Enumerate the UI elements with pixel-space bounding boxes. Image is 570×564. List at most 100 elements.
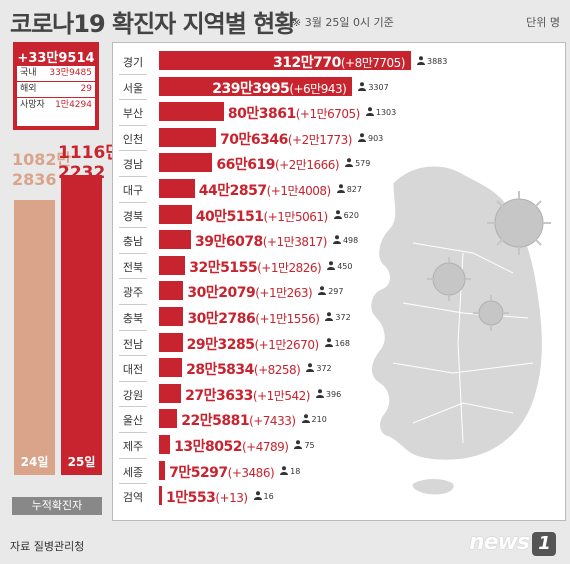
region-deaths: 75 <box>294 440 315 450</box>
person-icon <box>336 184 345 193</box>
region-value-label: 44만2857(+1만4008) <box>199 180 331 200</box>
person-icon <box>358 132 366 142</box>
region-deaths: 210 <box>301 414 327 424</box>
region-label: 경북 <box>122 209 144 223</box>
region-label: 전남 <box>122 337 144 351</box>
summary-total: +33만9514 <box>17 51 95 66</box>
region-value-label: 80만3861(+1만6705) <box>228 103 360 123</box>
region-increase: (+1만542) <box>252 388 311 403</box>
region-separator <box>119 201 147 203</box>
region-value: 239만3995 <box>212 80 290 97</box>
summary-row-value: 1만4294 <box>55 100 92 110</box>
region-separator <box>119 176 147 177</box>
region-value: 28만5834 <box>186 362 254 379</box>
region-label: 부산 <box>122 107 144 121</box>
region-deaths-value: 3883 <box>427 57 448 66</box>
cum-bar-25 <box>61 175 102 475</box>
region-deaths-value: 1303 <box>375 108 397 118</box>
region-separator <box>119 380 147 382</box>
region-deaths: 18 <box>280 465 301 476</box>
summary-row-label: 국내 <box>20 68 37 78</box>
region-deaths: 903 <box>358 132 383 143</box>
region-value-label: 30만2786(+1만1556) <box>187 308 319 328</box>
person-icon <box>358 81 367 91</box>
person-icon <box>301 414 310 424</box>
region-bar <box>159 204 192 224</box>
region-separator <box>119 457 147 459</box>
news1-logo: news 1 <box>469 530 556 556</box>
region-increase: (+1만2670) <box>254 337 320 352</box>
region-increase: (+7433) <box>249 414 296 429</box>
logo-text: news <box>468 530 530 555</box>
region-increase: (+8만7705) <box>340 56 406 70</box>
region-value: 80만3861 <box>227 106 296 123</box>
region-bar <box>159 383 182 403</box>
region-bar <box>159 332 183 352</box>
person-icon <box>333 209 342 219</box>
region-value-label: 22만5881(+7433) <box>181 410 296 430</box>
summary-row-deaths: 사망자 1만4294 <box>17 98 95 113</box>
region-separator <box>119 252 147 254</box>
region-separator <box>119 278 147 280</box>
region-deaths-value: 372 <box>316 364 332 374</box>
region-bar <box>159 358 183 378</box>
region-value-label: 312만770(+8만7705) <box>273 52 405 72</box>
summary-row-value: 33만9485 <box>49 68 92 78</box>
region-deaths-value: 18 <box>290 466 301 476</box>
logo-mark: 1 <box>532 532 556 556</box>
region-deaths: 498 <box>332 235 359 246</box>
region-deaths-value: 498 <box>342 236 359 246</box>
region-value: 1만553 <box>166 490 216 507</box>
region-increase: (+13) <box>215 491 248 506</box>
region-value-label: 32만5155(+1만2826) <box>189 257 321 277</box>
region-deaths-value: 168 <box>334 338 350 348</box>
cum-label-24: 1082만 2836 <box>12 150 71 190</box>
region-deaths: 168 <box>324 337 350 348</box>
region-separator <box>119 150 147 152</box>
region-label: 제주 <box>122 440 144 453</box>
region-increase: (+8258) <box>253 363 301 378</box>
region-label: 전북 <box>122 260 144 274</box>
region-deaths: 827 <box>336 184 362 194</box>
region-deaths: 372 <box>325 312 351 322</box>
region-value-label: 1만553(+13) <box>166 487 248 507</box>
region-deaths-value: 579 <box>355 159 371 169</box>
region-label: 충남 <box>122 235 144 249</box>
region-value-label: 66만619(+2만1666) <box>216 154 339 174</box>
region-deaths-value: 620 <box>343 210 359 220</box>
region-separator <box>119 304 147 305</box>
region-value-label: 7만5297(+3486) <box>169 462 275 482</box>
region-deaths: 450 <box>327 260 353 271</box>
source-note: 자료 질병관리청 <box>10 540 85 553</box>
cum-label-25-top: 1116만 <box>58 143 121 163</box>
cum-bar-24 <box>14 199 55 475</box>
region-deaths-value: 827 <box>346 185 362 194</box>
region-label: 광주 <box>122 286 144 300</box>
region-increase: (+1만4008) <box>266 184 332 198</box>
region-separator <box>119 432 147 433</box>
region-increase: (+6만943) <box>289 81 347 96</box>
summary-breakdown: 국내 33만9485 해외 29 사망자 1만4294 <box>17 66 95 126</box>
region-deaths-value: 372 <box>335 313 351 322</box>
region-bar <box>159 127 217 147</box>
region-separator <box>119 227 147 229</box>
person-icon <box>324 337 333 347</box>
region-label: 충북 <box>122 312 144 325</box>
region-value-label: 28만5834(+8258) <box>186 359 301 379</box>
region-separator <box>119 483 147 485</box>
region-deaths: 16 <box>253 491 274 501</box>
summary-row-overseas: 해외 29 <box>17 82 95 98</box>
region-bar <box>159 179 195 198</box>
region-label: 인천 <box>122 132 144 146</box>
region-value: 32만5155 <box>189 259 258 276</box>
region-value: 7만5297 <box>169 464 228 481</box>
region-value: 13만8052 <box>174 439 242 455</box>
region-separator <box>119 355 147 357</box>
region-separator <box>119 73 147 75</box>
region-value: 40만5151 <box>195 208 264 225</box>
region-deaths-value: 450 <box>337 261 353 271</box>
person-icon <box>294 440 303 449</box>
region-label: 강원 <box>122 388 144 402</box>
region-increase: (+1만263) <box>255 286 313 301</box>
region-value-label: 70만6346(+2만1773) <box>220 129 352 149</box>
